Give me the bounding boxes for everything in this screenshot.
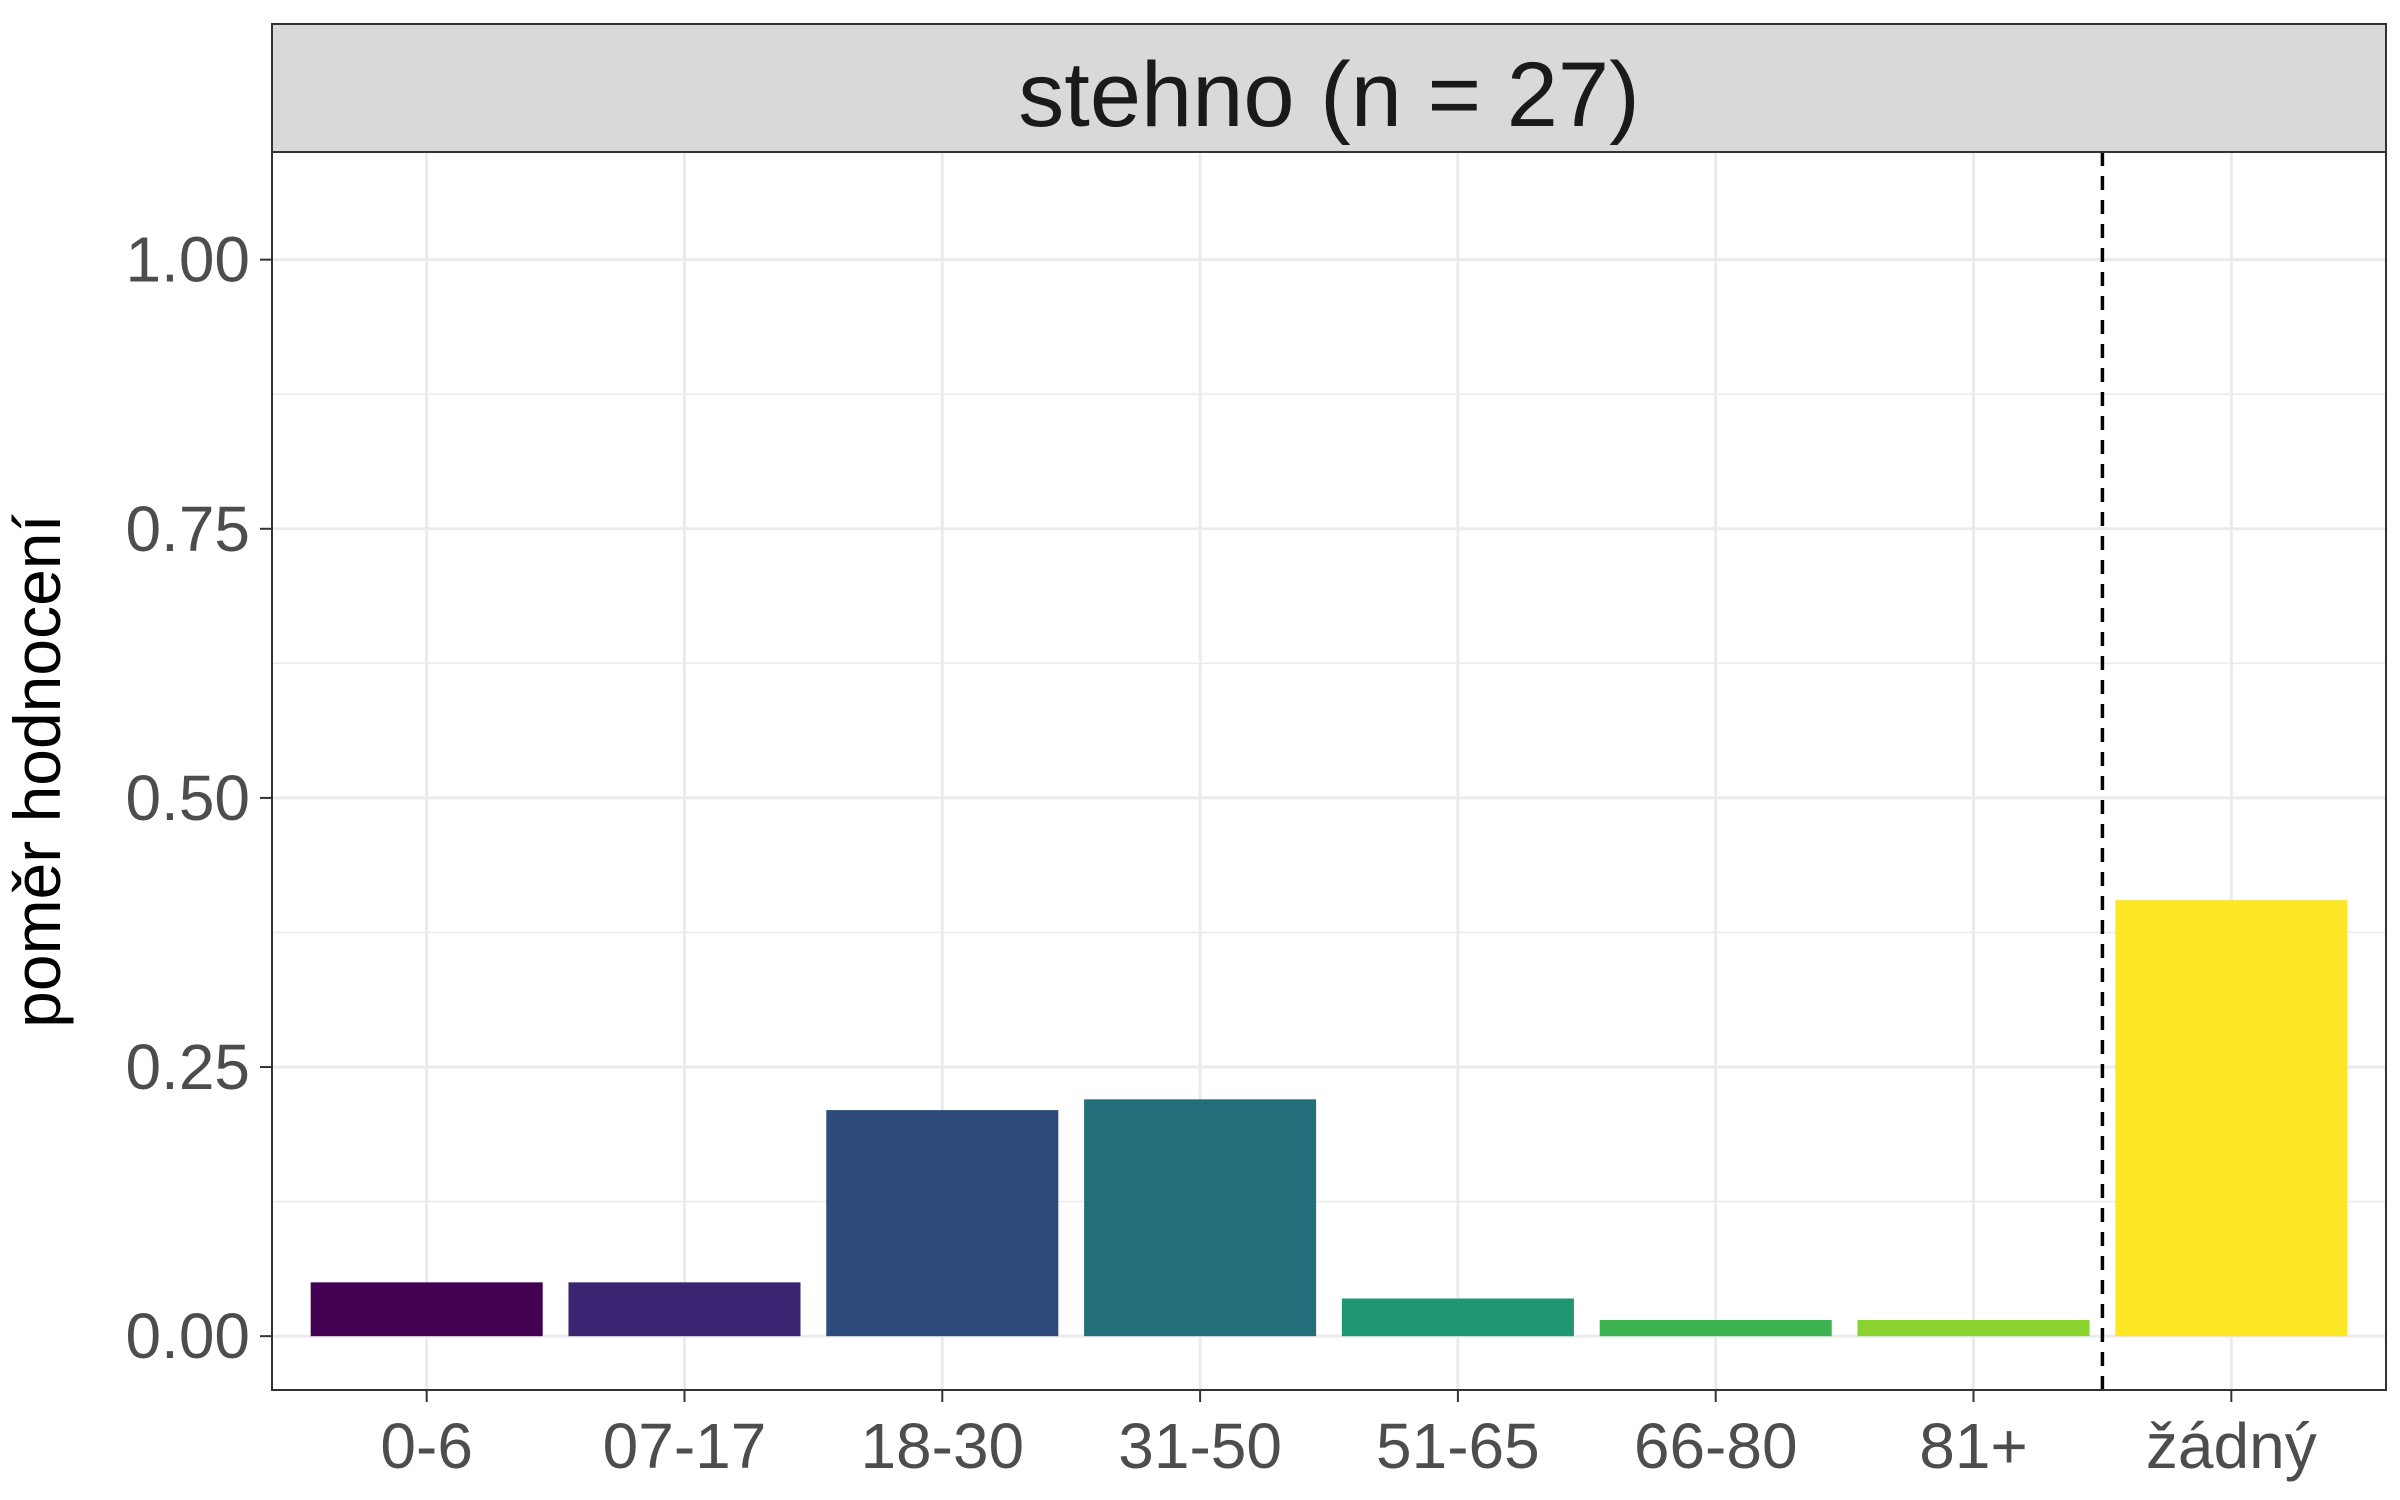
y-tick-label: 0.75: [125, 493, 250, 565]
bar-81+: [1857, 1320, 2090, 1337]
facet-strip: [271, 23, 2387, 153]
panel-border: [271, 151, 2387, 1391]
y-tick-label: 0.50: [125, 762, 250, 834]
bar-51-65: [1341, 1298, 1574, 1337]
x-tick-label: 31-50: [1118, 1410, 1282, 1482]
x-tick-label: 07-17: [603, 1410, 767, 1482]
x-tick-label: 51-65: [1376, 1410, 1540, 1482]
y-tick-label: 1.00: [125, 224, 250, 296]
x-axis: 0-6 07-17 18-30 31-50 51-65 66-80 81+ žádný: [380, 1390, 2317, 1482]
bar-31-50: [1084, 1099, 1317, 1337]
bars: [310, 900, 2348, 1337]
y-axis-title: poměr hodnocení: [0, 513, 74, 1027]
chart-title: stehno (n = 27): [1018, 44, 1639, 146]
x-tick-label: 0-6: [380, 1410, 473, 1482]
y-tick-label: 0.00: [125, 1300, 250, 1372]
bar-07-17: [568, 1282, 801, 1337]
bar-0-6: [310, 1282, 543, 1337]
plot-panel: [272, 152, 2386, 1390]
bar-18-30: [826, 1110, 1059, 1337]
x-tick-label: 66-80: [1634, 1410, 1798, 1482]
x-tick-label: žádný: [2146, 1410, 2317, 1482]
y-tick-label: 0.25: [125, 1031, 250, 1103]
bar-66-80: [1599, 1320, 1832, 1337]
y-axis: 0.00 0.25 0.50 0.75 1.00: [125, 224, 272, 1372]
bar-žádný: [2115, 900, 2348, 1337]
x-tick-label: 18-30: [860, 1410, 1024, 1482]
x-tick-label: 81+: [1919, 1410, 2028, 1482]
